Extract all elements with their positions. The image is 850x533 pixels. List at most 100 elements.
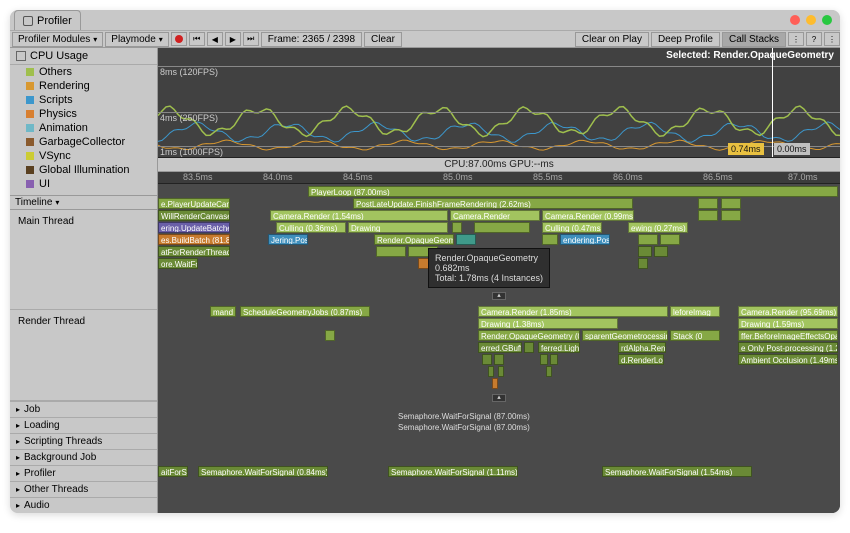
expand-profiler[interactable]: Profiler [10,465,157,481]
profiler-modules-dd[interactable]: Profiler Modules [12,32,103,47]
cpu-usage-header[interactable]: CPU Usage [10,48,157,65]
track-bar[interactable]: Camera.Render (0.99ms) [542,210,634,221]
track-bar[interactable] [660,234,680,245]
context-menu-icon[interactable]: ⋮ [788,32,804,46]
track-bar[interactable]: PostLateUpdate.FinishFrameRendering (2.6… [353,198,633,209]
track-bar[interactable] [492,378,498,389]
track-bar[interactable]: e Only Post-processing (1.2 [738,342,838,353]
track-bar[interactable]: e.PlayerUpdateCanv [158,198,230,209]
track-bar[interactable]: erred.GBuffe [478,342,522,353]
expand-other-threads[interactable]: Other Threads [10,481,157,497]
track-bar[interactable]: rdAlpha.Ren [618,342,666,353]
track-bar[interactable]: Culling (0.47ms) [542,222,602,233]
category-physics[interactable]: Physics [10,107,157,121]
menu-icon[interactable]: ⋮ [824,32,840,46]
expand-scripting-threads[interactable]: Scripting Threads [10,433,157,449]
track-bar[interactable] [325,330,335,341]
track-bar[interactable]: WillRenderCanvases [158,210,230,221]
category-scripts[interactable]: Scripts [10,93,157,107]
category-rendering[interactable]: Rendering [10,79,157,93]
deep-profile-button[interactable]: Deep Profile [651,32,720,47]
expand-job[interactable]: Job [10,401,157,417]
track-bar[interactable]: Jering.PostP [268,234,308,245]
track-bar[interactable] [488,366,494,377]
tracks[interactable]: Render.OpaqueGeometry0.682msTotal: 1.78m… [158,184,840,513]
track-bar[interactable]: es.BuildBatch (81.8 [158,234,230,245]
track-bar[interactable] [494,354,504,365]
playmode-dd[interactable]: Playmode [105,32,168,47]
record-button[interactable] [171,32,187,46]
category-global illumination[interactable]: Global Illumination [10,163,157,177]
track-bar[interactable]: Render.OpaqueGeometry (0.97ms) [478,330,580,341]
clear-on-play-button[interactable]: Clear on Play [575,32,649,47]
track-bar[interactable] [540,354,548,365]
category-vsync[interactable]: VSync [10,149,157,163]
track-bar[interactable] [550,354,558,365]
ruler[interactable]: 83.5ms84.0ms84.5ms85.0ms85.5ms86.0ms86.5… [158,172,840,184]
track-bar[interactable]: Camera.Render (1.54ms) [270,210,448,221]
track-bar[interactable]: Drawing (1.59ms) [738,318,838,329]
track-bar[interactable] [638,246,652,257]
track-bar[interactable] [452,222,462,233]
track-bar[interactable]: ering.UpdateBatche [158,222,230,233]
track-bar[interactable]: Semaphore.WaitForSignal (0.84ms) [198,466,328,477]
track-bar[interactable]: Drawing (1.38ms) [478,318,618,329]
call-stacks-button[interactable]: Call Stacks [722,32,786,47]
track-bar[interactable]: leforeImag [670,306,720,317]
track-bar[interactable] [654,246,668,257]
track-bar[interactable] [546,366,552,377]
track-bar[interactable]: ScheduleGeometryJobs (0.87ms) [240,306,370,317]
expand-loading[interactable]: Loading [10,417,157,433]
track-bar[interactable]: Drawing [348,222,448,233]
expand-background-job[interactable]: Background Job [10,449,157,465]
back-button[interactable]: ◀ [207,32,223,46]
track-bar[interactable]: Stack (0 [670,330,720,341]
prev-frame-button[interactable]: ⏮ [189,32,205,46]
track-bar[interactable] [698,210,718,221]
track-bar[interactable] [638,258,648,269]
track-bar[interactable] [721,198,741,209]
fwd-button[interactable]: ▶ [225,32,241,46]
track-bar[interactable]: Ambient Occlusion (1.49ms [738,354,838,365]
min-icon[interactable] [806,15,816,25]
track-bar[interactable]: ewing (0.27ms) [628,222,688,233]
category-garbagecollector[interactable]: GarbageCollector [10,135,157,149]
track-bar[interactable] [721,210,741,221]
track-bar[interactable]: ferred.Lightin [538,342,580,353]
track-bar[interactable]: Semaphore.WaitForSignal (1.11ms) [388,466,518,477]
track-bar[interactable] [524,342,534,353]
track-bar[interactable] [638,234,658,245]
track-bar[interactable]: Camera.Render (95.69ms) [738,306,838,317]
track-bar[interactable]: sparentGeometrocessing (I [582,330,668,341]
track-bar[interactable]: Camera.Render [450,210,540,221]
track-bar[interactable]: atForRenderThread [158,246,230,257]
tab-profiler[interactable]: Profiler [14,10,81,30]
help-icon[interactable]: ? [806,32,822,46]
track-bar[interactable] [376,246,406,257]
collapse-handle[interactable]: ▴ [492,292,506,300]
track-bar[interactable]: ore.WaitForSignal [158,258,198,269]
track-bar[interactable]: Culling (0.36ms) [276,222,346,233]
track-bar[interactable] [482,354,492,365]
track-bar[interactable]: ffer.BeforeImageEffectsOpa [738,330,838,341]
track-bar[interactable] [542,234,558,245]
timeline-dd[interactable]: Timeline [10,195,157,210]
category-animation[interactable]: Animation [10,121,157,135]
max-icon[interactable] [822,15,832,25]
clear-button[interactable]: Clear [364,32,402,47]
category-others[interactable]: Others [10,65,157,79]
close-icon[interactable] [790,15,800,25]
track-bar[interactable]: d.RenderLoop [618,354,664,365]
track-bar[interactable]: aitForSi [158,466,188,477]
track-bar[interactable] [474,222,530,233]
track-bar[interactable] [698,198,718,209]
playhead[interactable] [772,48,773,157]
category-ui[interactable]: UI [10,177,157,191]
collapse-handle[interactable]: ▴ [492,394,506,402]
track-bar[interactable]: mand to [210,306,236,317]
track-bar[interactable]: Semaphore.WaitForSignal (1.54ms) [602,466,752,477]
track-bar[interactable]: PlayerLoop (87.00ms) [308,186,838,197]
cpu-graph[interactable]: 8ms (120FPS)4ms (250FPS)1ms (1000FPS) Se… [158,48,840,158]
track-bar[interactable]: Camera.Render (1.85ms) [478,306,668,317]
expand-audio[interactable]: Audio [10,497,157,513]
